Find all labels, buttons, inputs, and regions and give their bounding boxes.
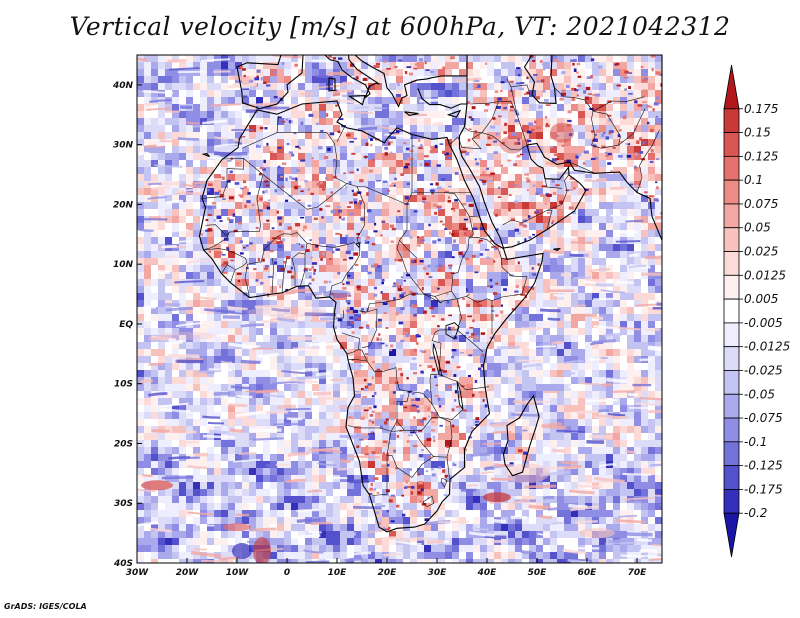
lon-tick-label: 70E bbox=[628, 568, 648, 578]
colorbar-swatch bbox=[723, 489, 740, 514]
longitude-ticks: 30W 20W 10W 0 10E 20E 30E 40E 50E 60E 70E bbox=[126, 558, 647, 578]
latitude-ticks: 40N 30N 20N 10N EQ 10S 20S 30S 40S bbox=[112, 81, 142, 569]
colorbar-swatch bbox=[723, 64, 740, 110]
colorbar-label: 0.1 bbox=[744, 173, 763, 187]
colorbar-label: 0.05 bbox=[744, 221, 771, 235]
colorbar-label: -0.2 bbox=[744, 506, 767, 520]
lon-tick-label: 0 bbox=[284, 568, 290, 578]
colorbar-swatch bbox=[723, 203, 740, 229]
colorbar-swatch bbox=[723, 251, 740, 276]
colorbar-swatch bbox=[723, 155, 740, 181]
colorbar-label: 0.005 bbox=[744, 292, 778, 306]
lon-tick-label: 30E bbox=[428, 568, 448, 578]
colorbar-label: 0.175 bbox=[744, 102, 778, 116]
country-borders bbox=[201, 78, 660, 508]
lon-tick-label: 10E bbox=[328, 568, 348, 578]
colorbar-swatch bbox=[723, 465, 740, 490]
colorbar-label: -0.05 bbox=[744, 387, 775, 401]
lat-tick-label: 20S bbox=[114, 439, 133, 449]
colorbar-label: -0.025 bbox=[744, 363, 783, 377]
colorbar-swatch bbox=[723, 346, 740, 371]
lat-tick-label: 40N bbox=[112, 81, 134, 91]
colorbar-swatch bbox=[723, 132, 740, 157]
colorbar: 0.175 0.15 0.125 0.1 0.075 0.05 0.025 0.0125 0.0… bbox=[723, 64, 790, 558]
colorbar-swatch bbox=[723, 512, 740, 558]
colorbar-label: -0.005 bbox=[744, 316, 783, 330]
colorbar-label: 0.025 bbox=[744, 245, 778, 259]
colorbar-swatch bbox=[723, 227, 740, 252]
lat-tick-label: 10N bbox=[113, 260, 134, 270]
grads-credit: GrADS: IGES/COLA bbox=[4, 602, 87, 611]
lat-tick-label: 30S bbox=[114, 499, 133, 509]
velocity-field bbox=[137, 55, 662, 563]
lon-tick-label: 60E bbox=[578, 568, 598, 578]
coastline-layer bbox=[198, 54, 663, 533]
colorbar-label: -0.175 bbox=[744, 482, 783, 496]
lon-tick-label: 40E bbox=[477, 568, 498, 578]
colorbar-label: 0.0125 bbox=[744, 268, 786, 282]
colorbar-swatch bbox=[723, 441, 740, 467]
colorbar-swatch bbox=[723, 274, 740, 300]
velocity-speckle bbox=[137, 55, 662, 563]
colorbar-swatch bbox=[723, 393, 740, 419]
colorbar-label: 0.075 bbox=[744, 197, 778, 211]
colorbar-label: 0.15 bbox=[744, 126, 771, 140]
lat-tick-label: 20N bbox=[113, 200, 134, 210]
colorbar-swatch bbox=[723, 298, 740, 324]
colorbar-label: -0.075 bbox=[744, 411, 783, 425]
colorbar-swatch bbox=[723, 370, 740, 395]
lon-tick-label: 20W bbox=[176, 568, 200, 578]
colorbar-label: 0.125 bbox=[744, 149, 778, 163]
colorbar-swatch bbox=[723, 417, 740, 443]
lon-tick-label: 10W bbox=[226, 568, 250, 578]
colorbar-label: -0.125 bbox=[744, 459, 783, 473]
lat-tick-label: 30N bbox=[113, 141, 134, 151]
lon-tick-label: 20E bbox=[378, 568, 398, 578]
colorbar-label: -0.0125 bbox=[744, 340, 790, 354]
colorbar-swatch bbox=[723, 108, 740, 133]
colorbar-swatch bbox=[723, 179, 740, 205]
colorbar-label: -0.1 bbox=[744, 435, 767, 449]
map-frame bbox=[136, 54, 663, 564]
lat-tick-label: EQ bbox=[119, 320, 133, 330]
lon-tick-label: 50E bbox=[528, 568, 548, 578]
lat-tick-label: 40S bbox=[113, 559, 133, 569]
lon-tick-label: 30W bbox=[126, 568, 150, 578]
colorbar-swatch bbox=[723, 322, 740, 348]
map-title: Vertical velocity [m/s] at 600hPa, VT: 2… bbox=[69, 12, 731, 41]
lat-tick-label: 10S bbox=[114, 380, 133, 390]
